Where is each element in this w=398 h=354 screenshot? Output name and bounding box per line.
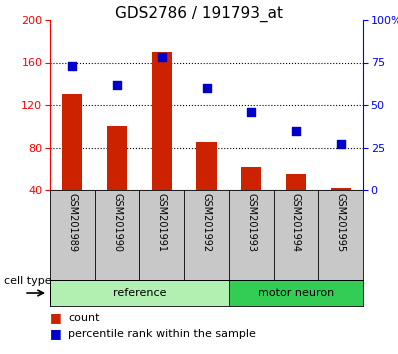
Bar [229, 280, 363, 306]
Text: GSM201989: GSM201989 [67, 193, 77, 252]
Point [114, 82, 120, 87]
Text: ■: ■ [50, 312, 62, 325]
Text: cell type: cell type [4, 276, 52, 286]
Point [248, 109, 254, 115]
Bar [197, 142, 217, 190]
Text: GDS2786 / 191793_at: GDS2786 / 191793_at [115, 6, 283, 22]
Point [158, 55, 165, 60]
Text: GSM201993: GSM201993 [246, 193, 256, 252]
Text: percentile rank within the sample: percentile rank within the sample [68, 329, 256, 339]
Text: count: count [68, 313, 100, 323]
Point [338, 141, 344, 147]
Point [293, 128, 299, 133]
Text: motor neuron: motor neuron [258, 288, 334, 298]
Text: GSM201991: GSM201991 [157, 193, 167, 252]
Point [69, 63, 76, 69]
Bar [331, 188, 351, 190]
Bar [241, 167, 261, 190]
Text: GSM201992: GSM201992 [201, 193, 211, 252]
Bar [107, 126, 127, 190]
Text: GSM201995: GSM201995 [336, 193, 345, 252]
Text: ■: ■ [50, 327, 62, 341]
Bar [62, 95, 82, 190]
Text: GSM201990: GSM201990 [112, 193, 122, 252]
Bar [50, 280, 229, 306]
Point [203, 85, 210, 91]
Bar [152, 52, 172, 190]
Text: GSM201994: GSM201994 [291, 193, 301, 252]
Text: reference: reference [113, 288, 166, 298]
Bar [286, 174, 306, 190]
